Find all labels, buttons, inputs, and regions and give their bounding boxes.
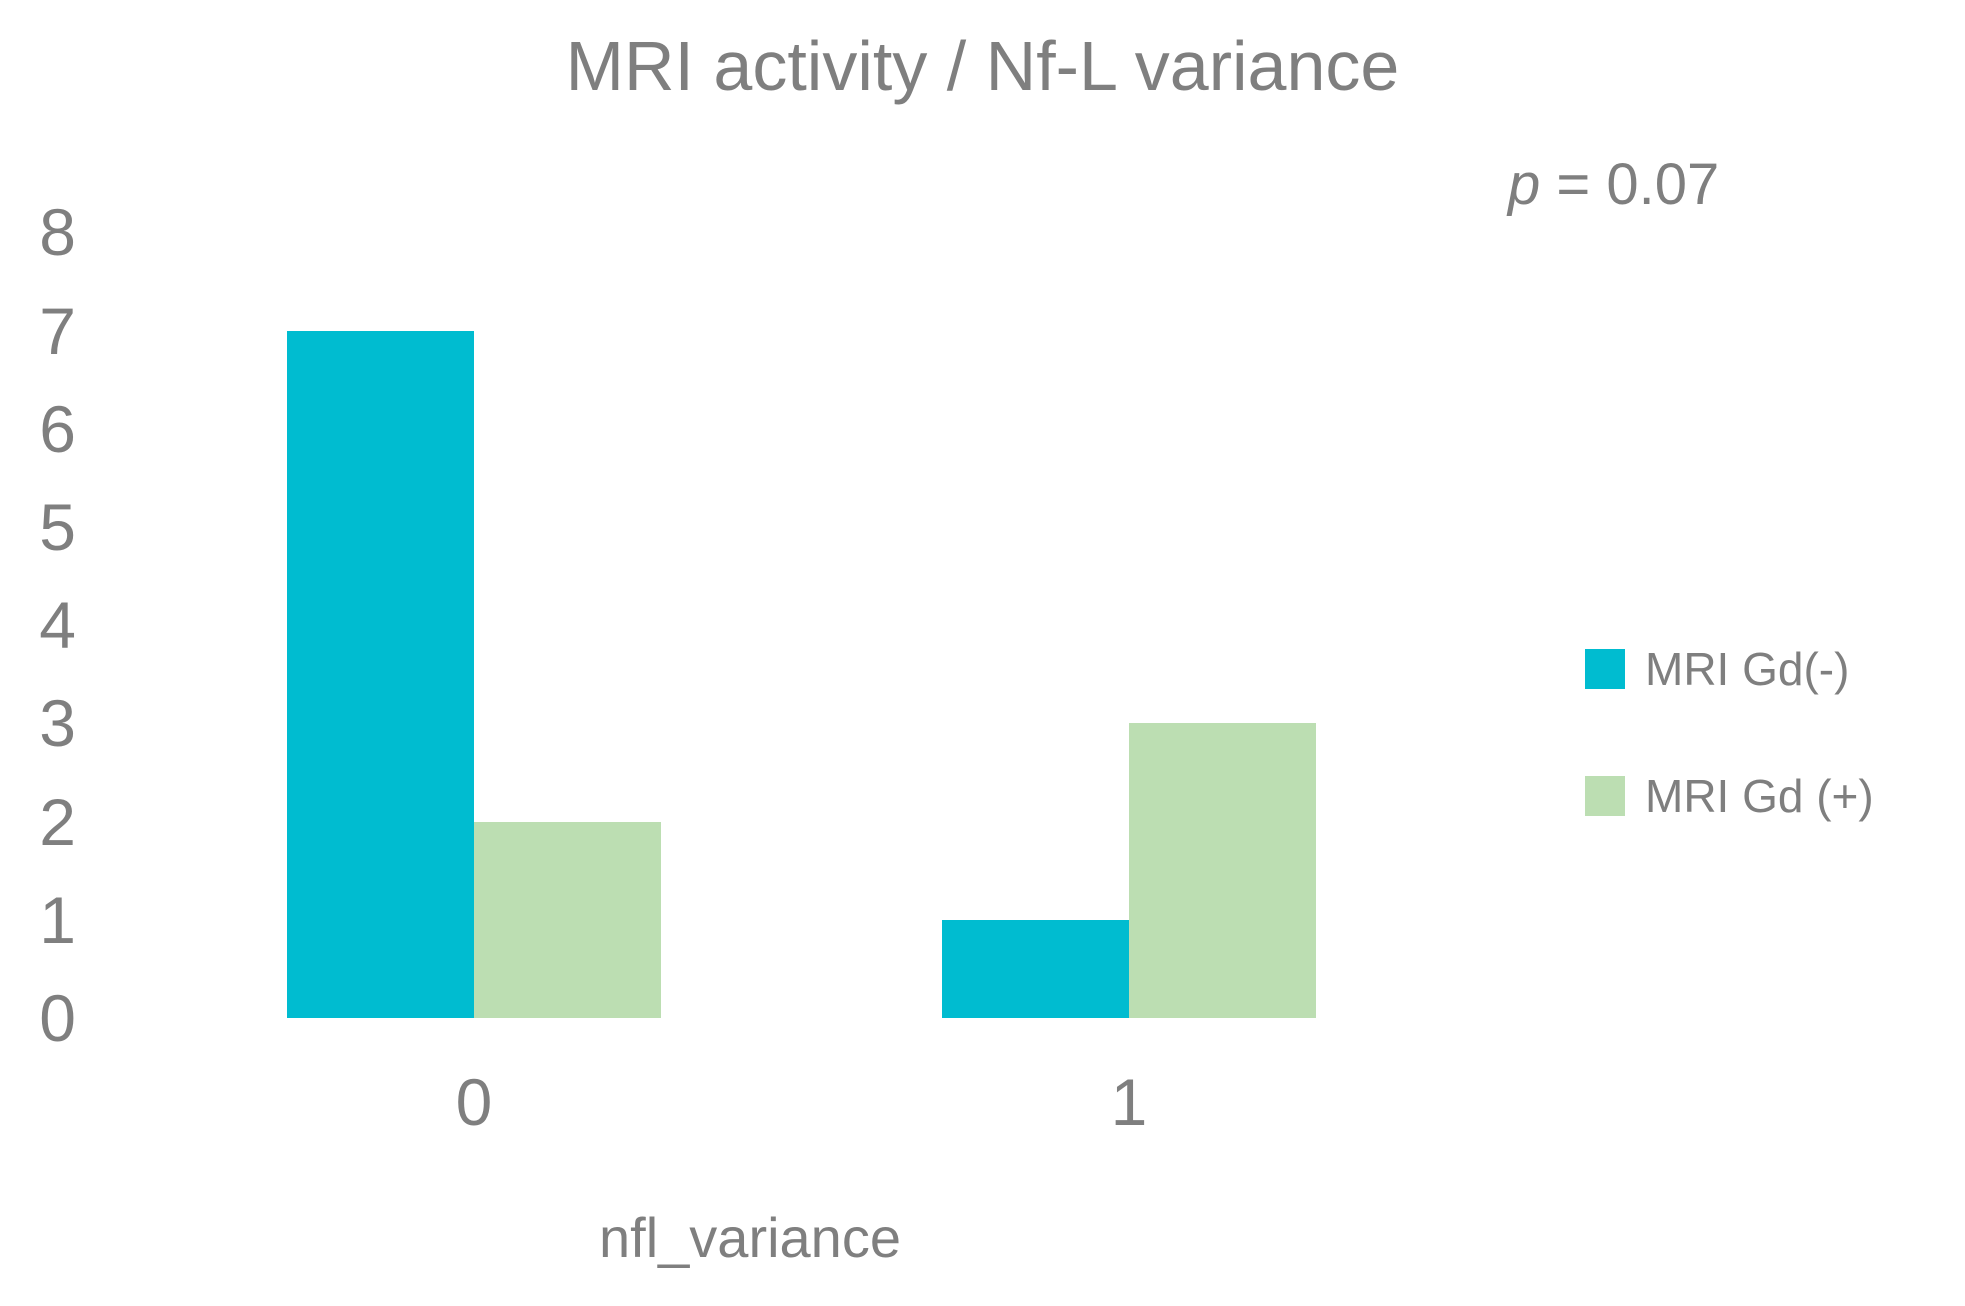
bar-series-1-category-1 bbox=[1129, 723, 1316, 1018]
bar-series-1-category-0 bbox=[474, 822, 661, 1018]
legend-item: MRI Gd(-) bbox=[1585, 643, 1849, 695]
y-tick-label: 8 bbox=[39, 195, 76, 270]
p-symbol: p bbox=[1508, 152, 1541, 217]
y-tick-label: 0 bbox=[39, 981, 76, 1055]
y-tick-label: 3 bbox=[39, 686, 76, 761]
y-tick-label: 1 bbox=[39, 882, 76, 957]
legend-label: MRI Gd (+) bbox=[1645, 770, 1874, 822]
bar-series-0-category-1 bbox=[942, 920, 1129, 1018]
legend-item: MRI Gd (+) bbox=[1585, 770, 1874, 822]
x-axis-title: nfl_variance bbox=[599, 1206, 901, 1269]
x-tick-label: 1 bbox=[1110, 1065, 1148, 1139]
bar-series-0-category-0 bbox=[287, 331, 474, 1018]
y-tick-label: 7 bbox=[39, 293, 76, 368]
p-value-text: = 0.07 bbox=[1540, 152, 1720, 217]
legend-swatch-icon bbox=[1585, 776, 1625, 816]
legend-swatch-icon bbox=[1585, 649, 1625, 689]
y-tick-label: 6 bbox=[39, 391, 76, 466]
y-tick-label: 4 bbox=[39, 588, 76, 663]
chart-title: MRI activity / Nf-L variance bbox=[565, 27, 1400, 105]
y-tick-label: 5 bbox=[39, 490, 76, 564]
y-tick-label: 2 bbox=[39, 784, 76, 859]
legend-label: MRI Gd(-) bbox=[1645, 643, 1850, 695]
p-value-annotation: p = 0.07 bbox=[1508, 150, 1719, 220]
x-tick-label: 0 bbox=[455, 1065, 493, 1139]
